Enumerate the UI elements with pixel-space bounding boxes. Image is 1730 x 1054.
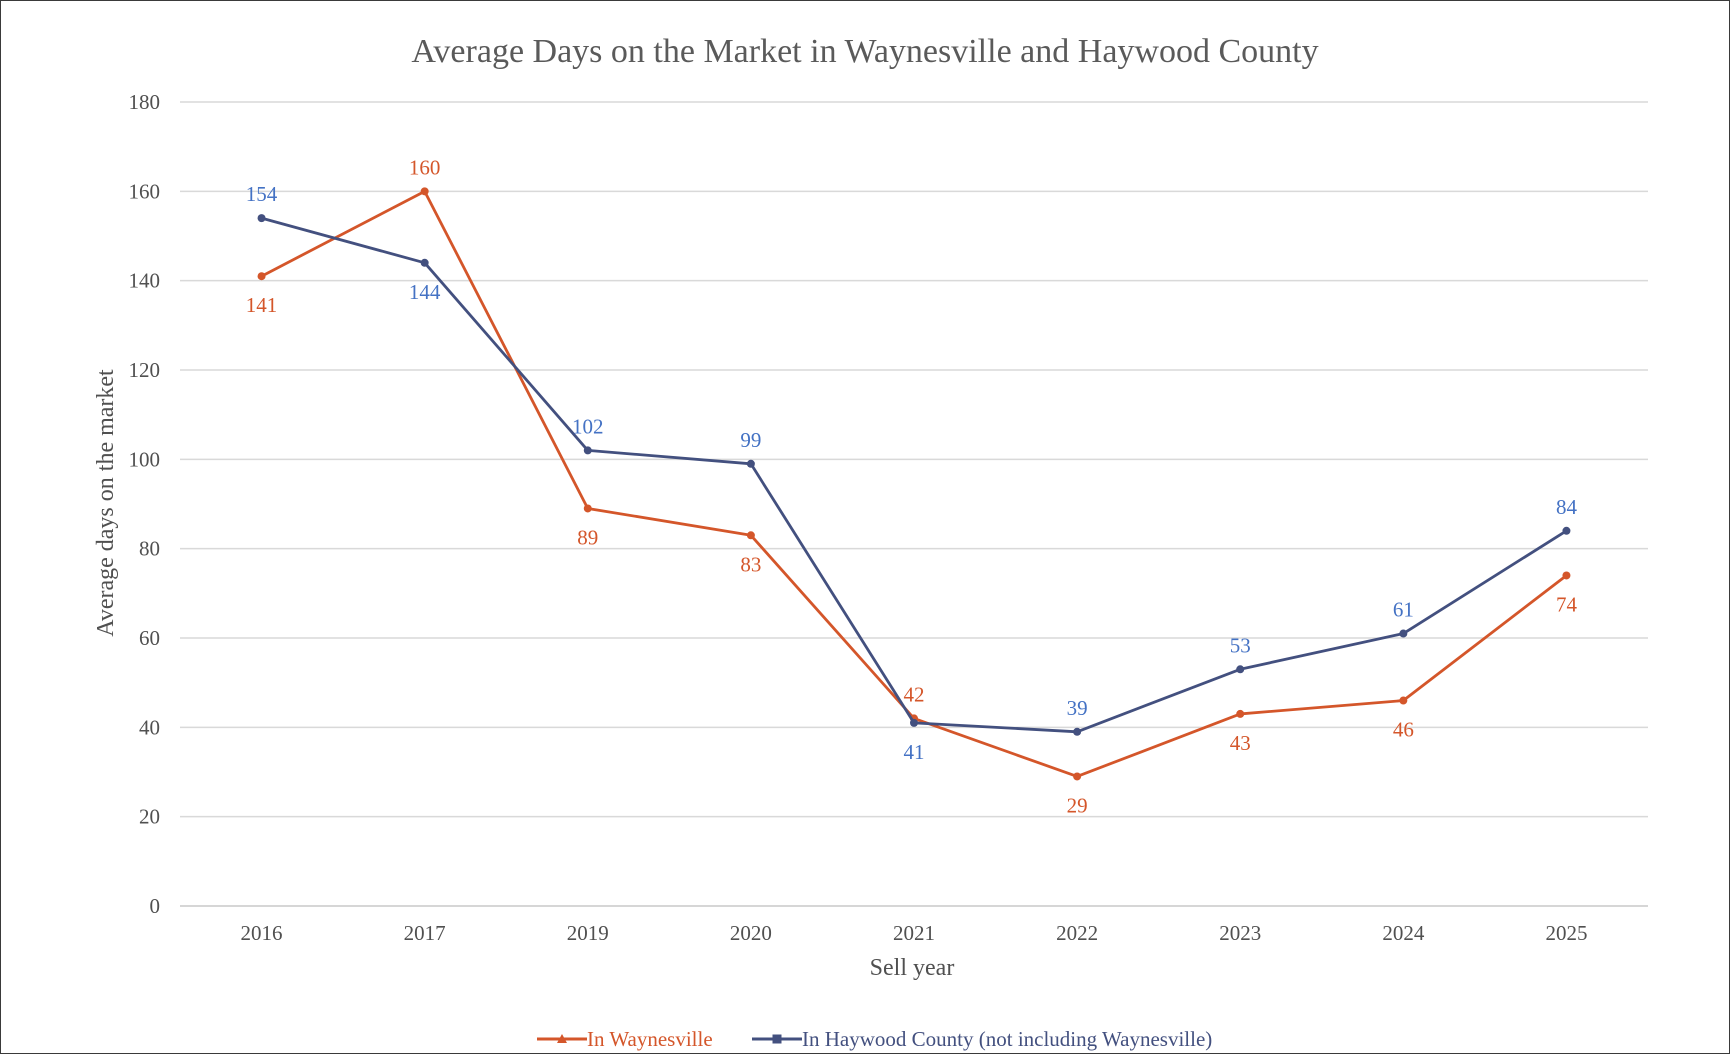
y-axis-label: Average days on the market [93,369,119,637]
data-point [257,272,266,281]
y-tick-label: 60 [139,626,160,650]
x-tick-label: 2024 [1382,921,1425,945]
data-label: 53 [1230,633,1251,657]
x-tick-label: 2021 [893,921,935,945]
data-point [746,531,755,540]
x-axis-label: Sell year [870,955,955,981]
y-tick-label: 80 [139,537,160,561]
data-label: 41 [904,740,925,764]
data-point [583,446,592,455]
data-point [910,718,918,727]
y-tick-label: 160 [129,179,161,203]
data-label: 61 [1393,598,1414,622]
data-label: 39 [1067,696,1088,720]
data-label: 102 [572,414,604,438]
y-tick-label: 40 [139,715,160,739]
data-label: 29 [1067,793,1088,817]
chart-title: Average Days on the Market in Waynesvill… [411,33,1318,70]
gridlines [180,101,1648,907]
series-layer: 141 160 89 83 42 29 43 46 74 154 144 102 99 41 39 53 61 8… [246,155,1578,817]
x-tick-label: 2016 [241,921,283,945]
legend: In Waynesville In Haywood County (not inc… [537,1027,1212,1051]
legend-item-1: In Waynesville [537,1027,713,1051]
y-tick-label: 120 [129,358,161,382]
data-point [1236,709,1245,718]
data-point [1073,772,1082,781]
data-label: 141 [246,293,278,317]
data-label: 154 [246,182,278,206]
data-label: 144 [409,280,441,304]
y-tick-label: 0 [150,894,161,918]
data-label: 42 [904,682,925,706]
y-tick-label: 20 [139,805,160,829]
data-label: 43 [1230,731,1251,755]
data-point [420,187,429,196]
data-point [1399,696,1408,705]
data-label: 89 [577,525,598,549]
legend-square-marker [772,1034,782,1044]
data-label: 84 [1556,495,1578,519]
x-tick-label: 2023 [1219,921,1261,945]
y-axis-ticks: 0 20 40 60 80 100 120 140 160 180 [129,90,161,918]
data-label: 74 [1556,592,1578,616]
series-line [261,216,1568,734]
legend-label: In Waynesville [587,1027,713,1051]
x-tick-label: 2025 [1545,921,1587,945]
x-tick-label: 2020 [730,921,772,945]
series-2: 154 144 102 99 41 39 53 61 84 [246,182,1578,764]
data-label: 83 [740,552,761,576]
data-point [1562,571,1571,580]
y-tick-label: 100 [129,447,161,471]
data-point [1562,526,1571,535]
series-1: 141 160 89 83 42 29 43 46 74 [246,155,1578,817]
legend-triangle-marker [557,1034,567,1043]
x-tick-label: 2022 [1056,921,1098,945]
legend-item-2: In Haywood County (not including Waynesv… [752,1027,1212,1051]
legend-label: In Haywood County (not including Waynesv… [802,1027,1212,1051]
data-label: 160 [409,155,441,179]
x-tick-label: 2019 [567,921,609,945]
data-point [420,258,429,267]
data-point [257,214,266,223]
data-label: 99 [740,428,761,452]
data-point [746,459,755,468]
data-label: 46 [1393,718,1414,742]
y-tick-label: 180 [129,90,161,114]
data-point [1399,629,1408,638]
x-tick-label: 2017 [404,921,446,945]
data-point [583,504,592,513]
data-point [1236,665,1245,674]
x-axis-ticks: 2016 2017 2019 2020 2021 2022 2023 2024 2025 [241,921,1588,945]
data-point [1073,727,1082,736]
y-tick-label: 140 [129,269,161,293]
